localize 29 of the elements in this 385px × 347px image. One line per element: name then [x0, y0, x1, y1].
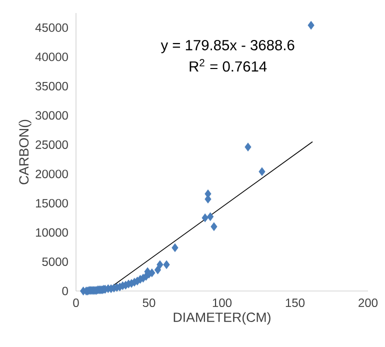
point — [156, 260, 164, 269]
point — [207, 212, 214, 221]
y-axis-title: CARBON() — [18, 120, 32, 184]
point — [172, 243, 178, 252]
y-tick-label: 30000 — [36, 111, 68, 120]
point — [308, 21, 314, 30]
y-tick-label: 20000 — [36, 170, 68, 178]
annotation: y = 179.85x - 3688.6 — [160, 40, 294, 54]
point — [244, 142, 252, 152]
y-tick-label: 40000 — [35, 52, 68, 62]
y-tick-label: 25000 — [36, 140, 68, 149]
y-tick-label: 35000 — [36, 82, 68, 90]
point — [202, 214, 208, 222]
point — [258, 167, 266, 176]
y-tick-label: 10000 — [36, 228, 68, 237]
point — [163, 260, 170, 269]
x-axis-title: DIAMETER(CM) — [174, 312, 270, 325]
x-tick-label: 200 — [358, 298, 378, 308]
point — [154, 266, 162, 274]
y-tick-label: 15000 — [36, 198, 68, 208]
x-tick-label: 50 — [142, 298, 156, 308]
y-tick-label: 0 — [62, 286, 68, 296]
y-tick-label: 45000 — [35, 23, 68, 32]
y-tick-label: 5000 — [42, 257, 68, 266]
x-tick-label: 100 — [212, 298, 232, 308]
point — [210, 222, 218, 231]
x-tick-label: 0 — [73, 298, 79, 308]
x-tick-label: 150 — [286, 298, 305, 308]
annotation: R$^{2}$ = 0.7614 — [190, 59, 267, 72]
